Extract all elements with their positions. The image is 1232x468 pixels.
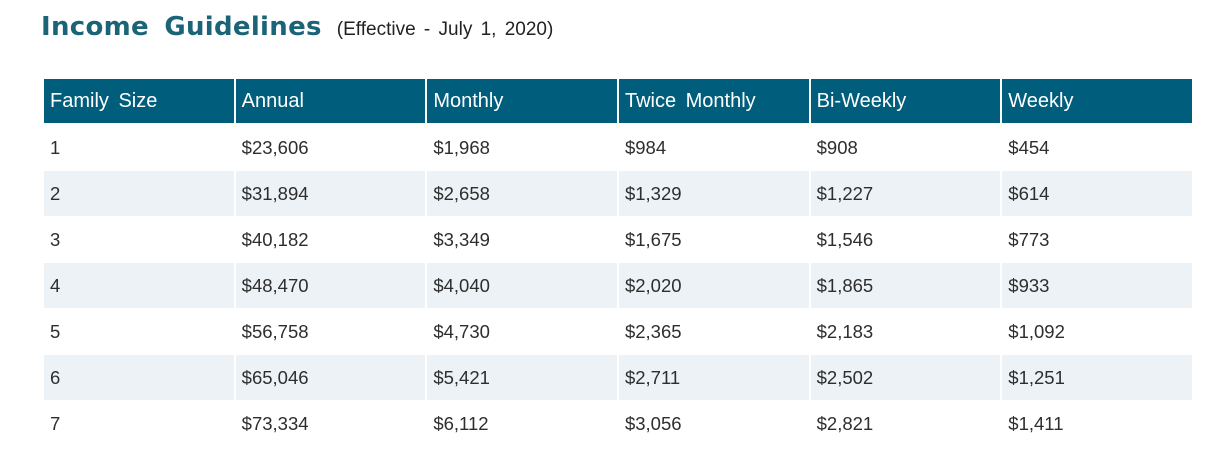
cell-annual: $73,334 — [235, 401, 426, 447]
cell-family-size: 3 — [44, 217, 234, 263]
cell-monthly: $4,040 — [427, 263, 617, 309]
column-header-twice-monthly: Twice Monthly — [618, 79, 809, 125]
cell-bi-weekly: $1,865 — [810, 263, 1001, 309]
cell-twice-monthly: $984 — [618, 125, 809, 171]
cell-twice-monthly: $2,365 — [618, 309, 809, 355]
cell-monthly: $6,112 — [427, 401, 617, 447]
cell-family-size: 4 — [44, 263, 234, 309]
cell-annual: $31,894 — [235, 171, 426, 217]
column-header-family-size: Family Size — [44, 79, 234, 125]
cell-twice-monthly: $3,056 — [618, 401, 809, 447]
cell-family-size: 6 — [44, 355, 234, 401]
cell-weekly: $773 — [1002, 217, 1192, 263]
effective-date-subtitle: (Effective - July 1, 2020) — [336, 19, 554, 40]
cell-monthly: $3,349 — [427, 217, 617, 263]
table-row: 4 $48,470 $4,040 $2,020 $1,865 $933 — [44, 263, 1192, 309]
cell-family-size: 5 — [44, 309, 234, 355]
cell-bi-weekly: $1,227 — [810, 171, 1001, 217]
page-title: Income Guidelines — [41, 12, 322, 42]
column-header-annual: Annual — [235, 79, 426, 125]
table-row: 3 $40,182 $3,349 $1,675 $1,546 $773 — [44, 217, 1192, 263]
column-header-weekly: Weekly — [1002, 79, 1192, 125]
cell-bi-weekly: $2,502 — [810, 355, 1001, 401]
cell-weekly: $1,092 — [1002, 309, 1192, 355]
cell-twice-monthly: $2,020 — [618, 263, 809, 309]
cell-monthly: $1,968 — [427, 125, 617, 171]
cell-annual: $65,046 — [235, 355, 426, 401]
cell-twice-monthly: $1,329 — [618, 171, 809, 217]
cell-annual: $23,606 — [235, 125, 426, 171]
cell-monthly: $2,658 — [427, 171, 617, 217]
cell-annual: $48,470 — [235, 263, 426, 309]
cell-monthly: $5,421 — [427, 355, 617, 401]
cell-family-size: 7 — [44, 401, 234, 447]
cell-bi-weekly: $2,183 — [810, 309, 1001, 355]
table-row: 2 $31,894 $2,658 $1,329 $1,227 $614 — [44, 171, 1192, 217]
table-row: 5 $56,758 $4,730 $2,365 $2,183 $1,092 — [44, 309, 1192, 355]
cell-bi-weekly: $1,546 — [810, 217, 1001, 263]
cell-monthly: $4,730 — [427, 309, 617, 355]
cell-weekly: $614 — [1002, 171, 1192, 217]
table-row: 7 $73,334 $6,112 $3,056 $2,821 $1,411 — [44, 401, 1192, 447]
column-header-monthly: Monthly — [427, 79, 617, 125]
column-header-bi-weekly: Bi-Weekly — [810, 79, 1001, 125]
cell-weekly: $1,411 — [1002, 401, 1192, 447]
cell-family-size: 2 — [44, 171, 234, 217]
cell-weekly: $1,251 — [1002, 355, 1192, 401]
cell-bi-weekly: $2,821 — [810, 401, 1001, 447]
cell-weekly: $454 — [1002, 125, 1192, 171]
income-guidelines-table: Family Size Annual Monthly Twice Monthly… — [42, 79, 1194, 447]
cell-bi-weekly: $908 — [810, 125, 1001, 171]
cell-weekly: $933 — [1002, 263, 1192, 309]
cell-family-size: 1 — [44, 125, 234, 171]
cell-annual: $56,758 — [235, 309, 426, 355]
table-row: 6 $65,046 $5,421 $2,711 $2,502 $1,251 — [44, 355, 1192, 401]
cell-twice-monthly: $1,675 — [618, 217, 809, 263]
page-header: Income Guidelines (Effective - July 1, 2… — [41, 12, 553, 52]
table-header-row: Family Size Annual Monthly Twice Monthly… — [44, 79, 1192, 125]
cell-annual: $40,182 — [235, 217, 426, 263]
table-row: 1 $23,606 $1,968 $984 $908 $454 — [44, 125, 1192, 171]
cell-twice-monthly: $2,711 — [618, 355, 809, 401]
